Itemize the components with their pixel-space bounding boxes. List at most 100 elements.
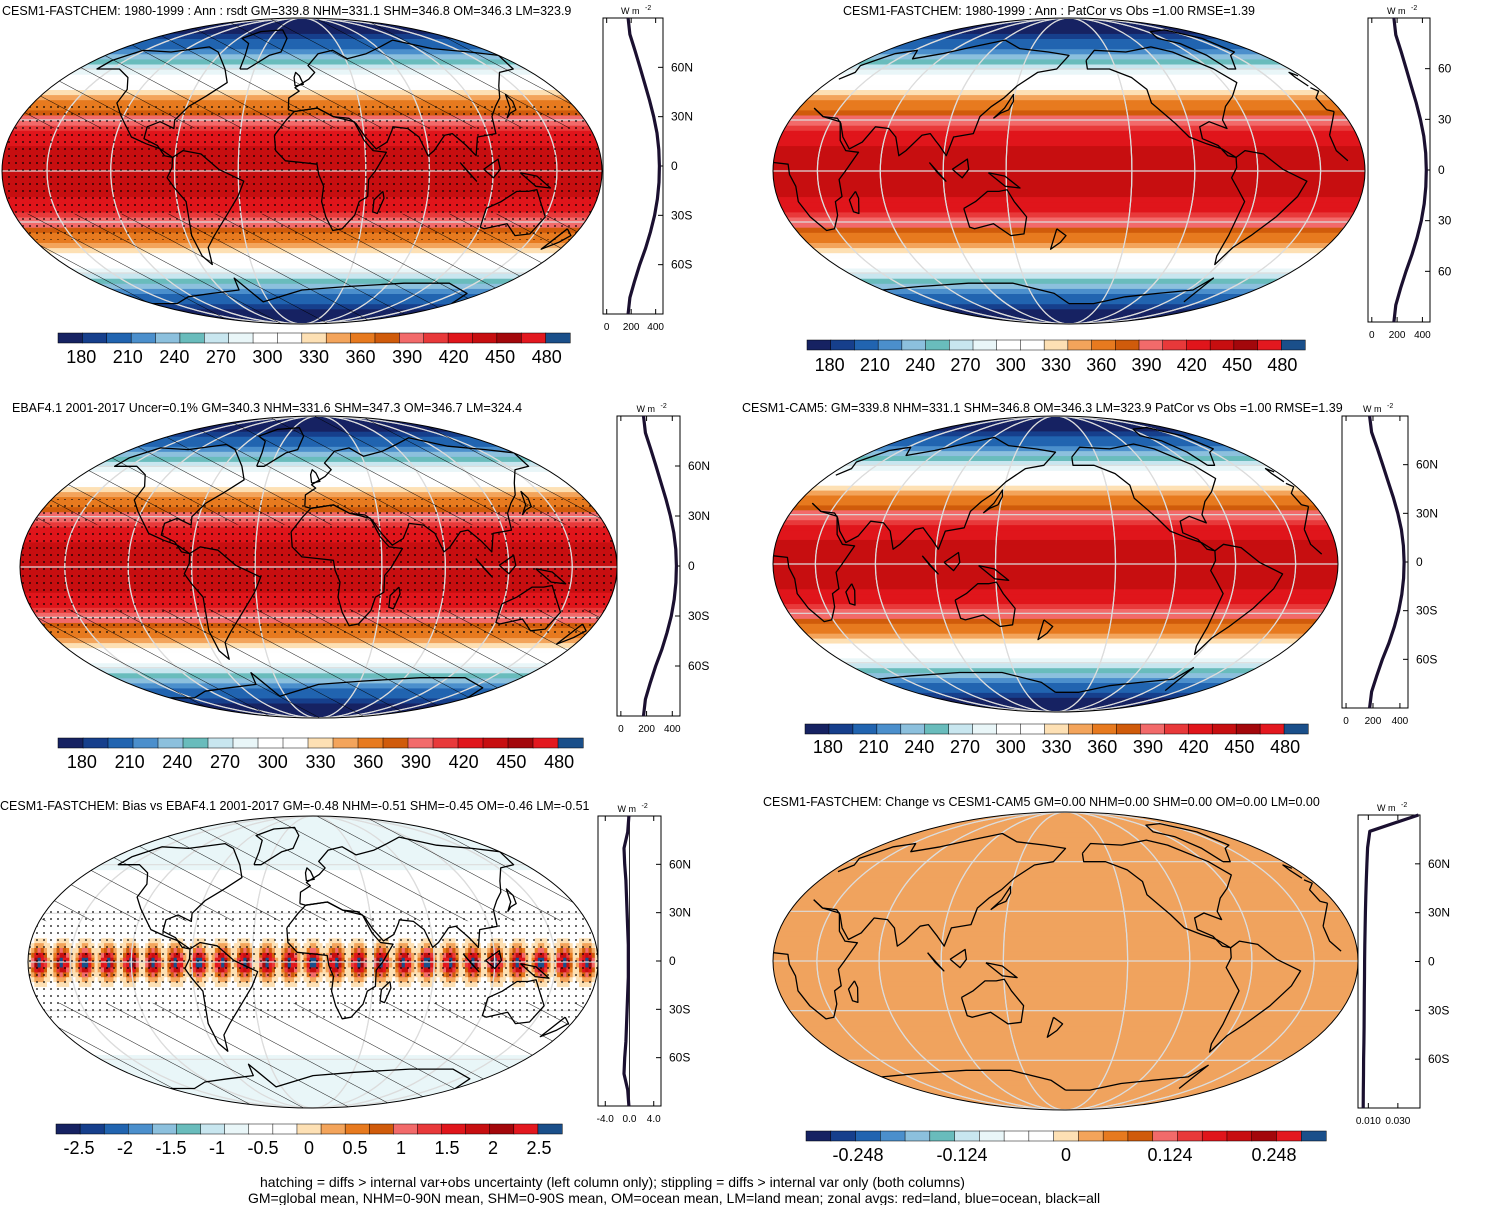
zonal-x-label: 0	[1369, 330, 1375, 341]
colorbar-swatch	[1300, 1130, 1327, 1142]
colorbar-tick-label: 1.5	[434, 1138, 459, 1158]
colorbar-tick-label: 300	[996, 355, 1026, 375]
zonal-lat-label: 30N	[671, 110, 693, 124]
colorbar-swatch	[1186, 339, 1211, 351]
colorbar-tick-label: 0	[1061, 1145, 1071, 1165]
colorbar-tick-label: 390	[401, 752, 431, 772]
zonal-frame	[1341, 415, 1409, 709]
colorbar-tick-label: 210	[115, 752, 145, 772]
colorbar-swatch	[1115, 339, 1140, 351]
zonal-lat-label: 30S	[669, 1002, 690, 1016]
colorbar-swatch	[1053, 1130, 1079, 1142]
coastline-11	[519, 962, 550, 979]
coastline-1	[166, 149, 245, 266]
zonal-mean-curve	[1361, 813, 1420, 1109]
colorbar-swatch	[155, 332, 181, 344]
colorbar-swatch	[557, 737, 584, 749]
colorbar-tick-label: 180	[67, 752, 97, 772]
coastline-5	[1149, 29, 1237, 70]
colorbar-tick-label: -1	[209, 1138, 225, 1158]
zonal-lat-label: 60N	[688, 459, 710, 473]
colorbar-swatch	[520, 332, 547, 344]
coastline-13	[169, 672, 484, 699]
colorbar-swatch	[1067, 339, 1093, 351]
colorbar-swatch	[1003, 1130, 1030, 1142]
coastline-5	[1145, 822, 1231, 863]
colorbar-swatch	[1102, 1130, 1129, 1142]
colorbar-swatch	[157, 737, 184, 749]
colorbar-tick-label: 240	[905, 355, 935, 375]
zonal-frame	[1367, 17, 1431, 323]
colorbar-swatch	[320, 1123, 346, 1135]
zonal-units: W m	[1387, 6, 1406, 16]
coastline-3	[286, 901, 394, 1020]
panel-title: CESM1-FASTCHEM: Bias vs EBAF4.1 2001-201…	[0, 799, 590, 813]
colorbar-swatch	[901, 339, 927, 351]
colorbar-swatch	[1209, 339, 1235, 351]
colorbar-tick-label: -0.248	[832, 1145, 883, 1165]
colorbar-tick-label: 240	[159, 347, 189, 367]
coastline-13	[881, 1064, 1209, 1091]
zonal-units: W m	[1377, 803, 1396, 813]
coastline-9	[459, 162, 478, 182]
colorbar-tick-label: 330	[305, 752, 335, 772]
colorbar-tick-label: 180	[815, 355, 845, 375]
zonal-mean-plot: W m -2 60N 30N 0 30S 60S -4.0 0.0 4.0	[597, 803, 691, 1125]
colorbar-swatch	[979, 1130, 1005, 1142]
coastline-10	[951, 158, 970, 179]
colorbar-swatch	[179, 332, 205, 344]
coastline-3	[773, 107, 1349, 232]
colorbar-swatch	[1281, 339, 1306, 351]
zonal-lat-label: 30S	[671, 208, 692, 222]
panel-title: CESM1-FASTCHEM: 1980-1999 : Ann : PatCor…	[843, 4, 1255, 18]
panel-p3: EBAF4.1 2001-2017 Uncer=0.1% GM=340.3 NH…	[12, 401, 710, 772]
colorbar-tick-label: 270	[950, 737, 980, 757]
zonal-lat-label: 30N	[1428, 906, 1450, 920]
coastline-8	[304, 867, 315, 882]
colorbar-tick-label: 0	[304, 1138, 314, 1158]
colorbar-swatch	[1138, 339, 1164, 351]
colorbar-swatch	[924, 723, 950, 735]
coastline-0	[117, 842, 243, 950]
colorbar-tick-label: 330	[1041, 737, 1071, 757]
colorbar-swatch	[277, 332, 303, 344]
zonal-lat-label: 60	[1438, 62, 1452, 76]
colorbar-tick-label: 450	[485, 347, 515, 367]
coastline-10	[498, 554, 517, 575]
coastline-1	[1208, 940, 1302, 1053]
colorbar-swatch	[900, 723, 926, 735]
colorbar-swatch	[257, 737, 284, 749]
colorbar-swatch	[132, 737, 159, 749]
colorbar-swatch	[830, 1130, 857, 1142]
colorbar-swatch	[357, 737, 384, 749]
coastline-7	[990, 885, 1012, 911]
colorbar-tick-label: -0.5	[247, 1138, 278, 1158]
map-p3	[20, 416, 617, 718]
colorbar-swatch	[1226, 1130, 1253, 1142]
zonal-units: W m	[618, 804, 637, 814]
coastline-6	[848, 191, 860, 215]
zonal-x-label: 200	[1365, 716, 1382, 727]
colorbar-swatch	[399, 332, 425, 344]
colorbar-tick-label: 390	[1132, 355, 1162, 375]
colorbar-swatch	[1044, 723, 1070, 735]
coastline-2	[813, 39, 1335, 157]
zonal-units-exponent: -2	[661, 403, 667, 410]
coastline-2	[813, 832, 1328, 947]
colorbar-swatch	[996, 723, 1022, 735]
coastline-6	[372, 190, 385, 215]
coastline-1	[1193, 543, 1284, 656]
colorbar-swatch	[55, 1123, 81, 1135]
colorbar-swatch	[232, 737, 259, 749]
colorbar-swatch	[1152, 1130, 1178, 1142]
colorbar-swatch	[925, 339, 950, 351]
colorbar-swatch	[972, 339, 998, 351]
colorbar-tick-label: -1.5	[155, 1138, 186, 1158]
colorbar-swatch	[904, 1130, 931, 1142]
colorbar-tick-label: 360	[353, 752, 383, 772]
zonal-units-exponent: -2	[1387, 403, 1393, 410]
colorbar-swatch	[972, 723, 998, 735]
zonal-mean-plot: W m -2 60 30 0 30 60 0 200 400	[1367, 5, 1452, 341]
coastline-10	[949, 948, 968, 969]
colorbar-swatch	[1068, 723, 1093, 735]
